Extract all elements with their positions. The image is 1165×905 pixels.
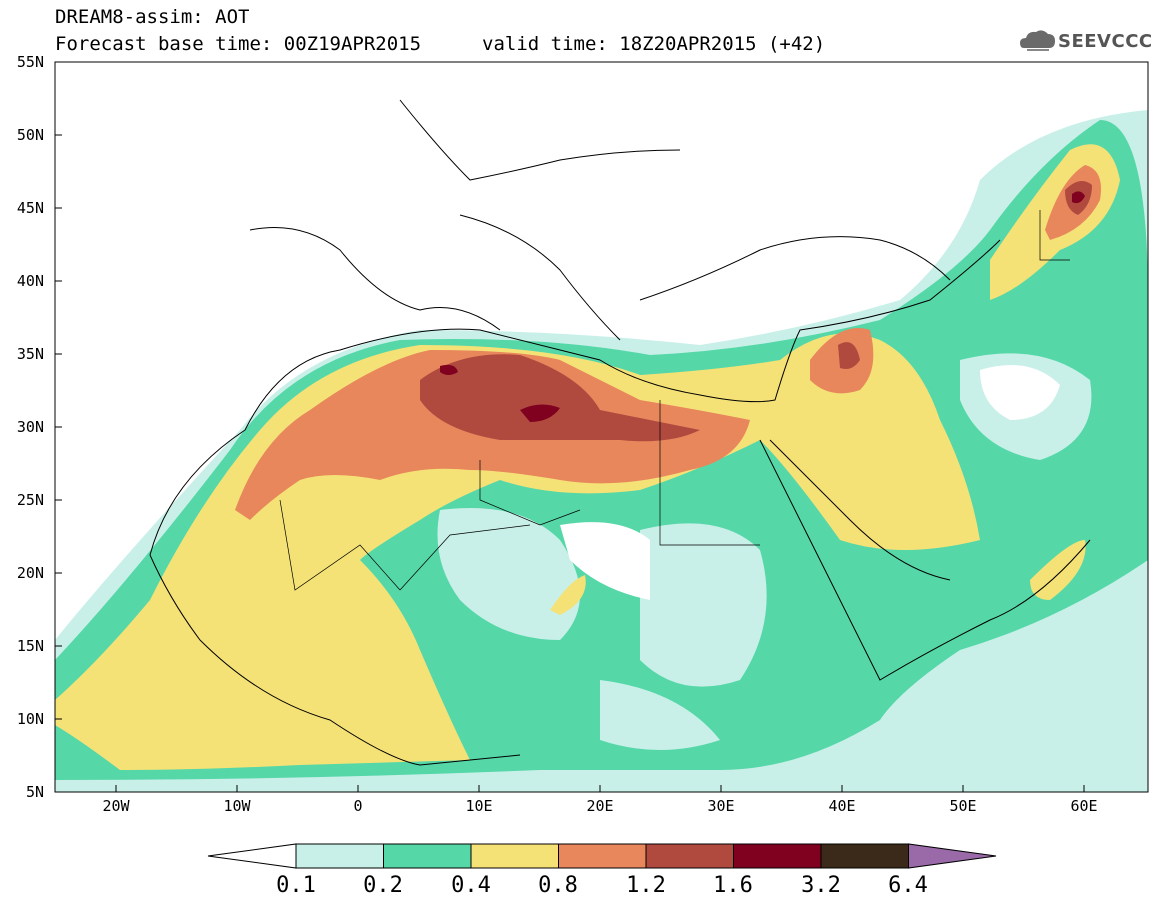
forecast-base-time: Forecast base time: 00Z19APR2015 [55,33,422,55]
lat-label-45n: 45N [16,199,44,217]
colorbar-label-1-6: 1.6 [713,873,753,898]
cloud-icon [1020,30,1055,51]
lon-label-20w: 20W [102,797,130,815]
valid-time: valid time: 18Z20APR2015 (+42) [482,33,826,55]
colorbar-label-6-4: 6.4 [888,873,928,898]
lat-label-15n: 15N [16,637,44,655]
lat-label-55n: 55N [16,53,44,71]
colorbar-label-0-8: 0.8 [538,873,578,898]
lon-label-10e: 10E [465,797,493,815]
lon-label-20e: 20E [586,797,614,815]
colorbar-label-3-2: 3.2 [801,873,841,898]
logo-text: SEEVCCC [1058,31,1153,52]
lat-label-10n: 10N [16,710,44,728]
colorbar-label-1-2: 1.2 [626,873,666,898]
aot-level-1-6 [440,191,1085,422]
plot-title: DREAM8-assim: AOT [55,6,250,28]
country-borders [279,210,1070,591]
coastlines [149,99,1091,766]
lat-label-20n: 20N [16,564,44,582]
lat-label-35n: 35N [16,345,44,363]
lat-label-50n: 50N [16,126,44,144]
aot-below-0-1 [560,365,1060,600]
lat-label-40n: 40N [16,272,44,290]
colorbar-label-0-1: 0.1 [276,873,316,898]
lat-label-30n: 30N [16,418,44,436]
lon-label-50e: 50E [949,797,977,815]
lat-label-5n: 5N [25,783,44,801]
colorbar-label-0-2: 0.2 [363,873,403,898]
colorbar-label-0-4: 0.4 [451,873,491,898]
lon-label-60e: 60E [1070,797,1098,815]
lon-label-0: 0 [353,797,363,815]
lat-label-25n: 25N [16,491,44,509]
axis-frame [54,61,1149,793]
lon-label-30e: 30E [707,797,735,815]
lon-label-40e: 40E [828,797,856,815]
lon-label-10w: 10W [223,797,251,815]
